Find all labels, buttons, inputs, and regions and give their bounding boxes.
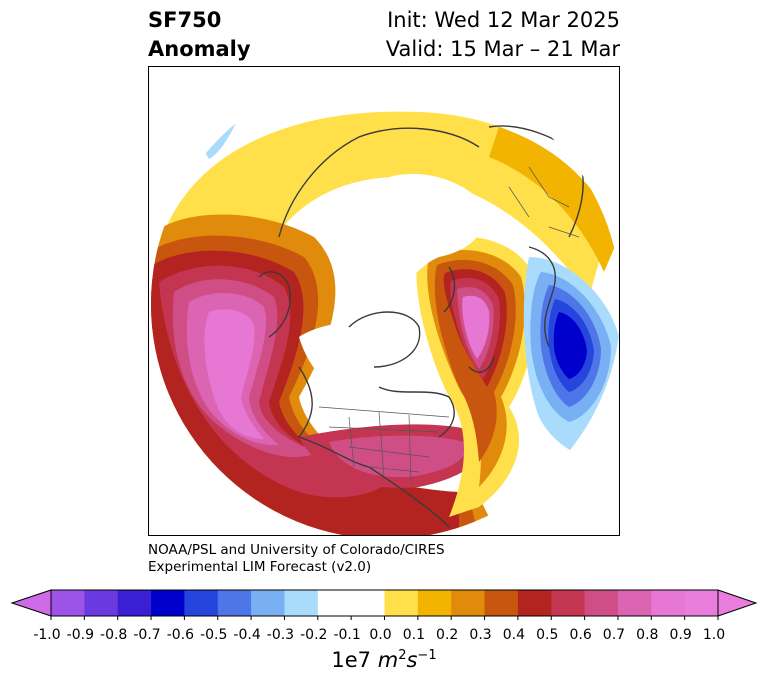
colorbar-unit-label: 1e7 m2s−1 — [0, 648, 768, 672]
colorbar-bin-10 — [384, 590, 419, 616]
map-panel — [148, 66, 620, 536]
polar-map — [151, 69, 619, 535]
colorbar-tick-label: -0.6 — [166, 627, 195, 643]
title-type: Anomaly — [148, 37, 251, 61]
unit-base: 1e7 — [331, 648, 378, 672]
colorbar-bin-2 — [117, 590, 152, 616]
credit-line-2: Experimental LIM Forecast (v2.0) — [148, 559, 372, 575]
init-date: Init: Wed 12 Mar 2025 — [387, 8, 620, 32]
colorbar-tick-label: -0.4 — [233, 627, 261, 643]
unit-s-exp: −1 — [417, 648, 437, 663]
colorbar-bin-12 — [451, 590, 486, 616]
colorbar-tick-label: -0.7 — [133, 627, 161, 643]
colorbar — [10, 589, 758, 620]
colorbar-tick-label: -1.0 — [33, 627, 61, 643]
colorbar-tick-label: -0.3 — [266, 627, 295, 643]
colorbar-bin-1 — [84, 590, 119, 616]
colorbar-bin-7 — [284, 590, 319, 616]
valid-range: Valid: 15 Mar – 21 Mar — [385, 37, 620, 61]
colorbar-tick-label: 0.8 — [636, 627, 659, 643]
anomaly-peak-hudson-bay — [462, 295, 490, 359]
colorbar-bin-15 — [551, 590, 586, 616]
colorbar-tick-label: -0.8 — [100, 627, 128, 643]
anomaly-peak-north-pacific — [204, 309, 264, 439]
colorbar-tick-label: 0.6 — [569, 627, 592, 643]
colorbar-tick-label: 0.5 — [536, 627, 559, 643]
anomaly-peak-east-atlantic — [553, 312, 587, 379]
colorbar-tick-label: 0.9 — [669, 627, 692, 643]
colorbar-tick-label: 0.7 — [602, 627, 626, 643]
colorbar-tick-label: -0.5 — [200, 627, 228, 643]
colorbar-tick-label: 0.4 — [502, 627, 526, 643]
colorbar-bin-13 — [484, 590, 519, 616]
colorbar-tick-label: 0.3 — [469, 627, 492, 643]
colorbar-extend-high — [717, 589, 758, 617]
colorbar-extend-low — [10, 589, 52, 617]
colorbar-bin-3 — [151, 590, 185, 616]
unit-m: m — [377, 648, 399, 672]
colorbar-bin-5 — [217, 590, 252, 616]
unit-m-exp: 2 — [398, 648, 407, 663]
colorbar-bin-14 — [517, 590, 552, 616]
colorbar-tick-label: 0.0 — [369, 627, 392, 643]
colorbar-bin-8 — [317, 590, 352, 616]
unit-s: s — [406, 648, 418, 672]
colorbar-bin-11 — [417, 590, 452, 616]
colorbar-tick-label: 1.0 — [702, 627, 726, 643]
colorbar-tick-label: 0.2 — [436, 627, 459, 643]
colorbar-bin-19 — [684, 590, 719, 616]
colorbar-tick-label: -0.2 — [300, 627, 328, 643]
colorbar-tick-label: -0.1 — [333, 627, 361, 643]
colorbar-bin-16 — [584, 590, 619, 616]
colorbar-bin-18 — [651, 590, 686, 616]
title-variable: SF750 — [148, 8, 222, 32]
colorbar-bin-0 — [51, 590, 85, 616]
colorbar-bin-6 — [251, 590, 285, 616]
colorbar-tick-label: 0.1 — [402, 627, 425, 643]
colorbar-tick-label: -0.9 — [66, 627, 95, 643]
borders — [318, 166, 580, 483]
colorbar-bin-17 — [617, 590, 652, 616]
credit-line-1: NOAA/PSL and University of Colorado/CIRE… — [148, 542, 445, 558]
colorbar-bin-4 — [184, 590, 219, 616]
colorbar-bin-9 — [351, 590, 385, 616]
